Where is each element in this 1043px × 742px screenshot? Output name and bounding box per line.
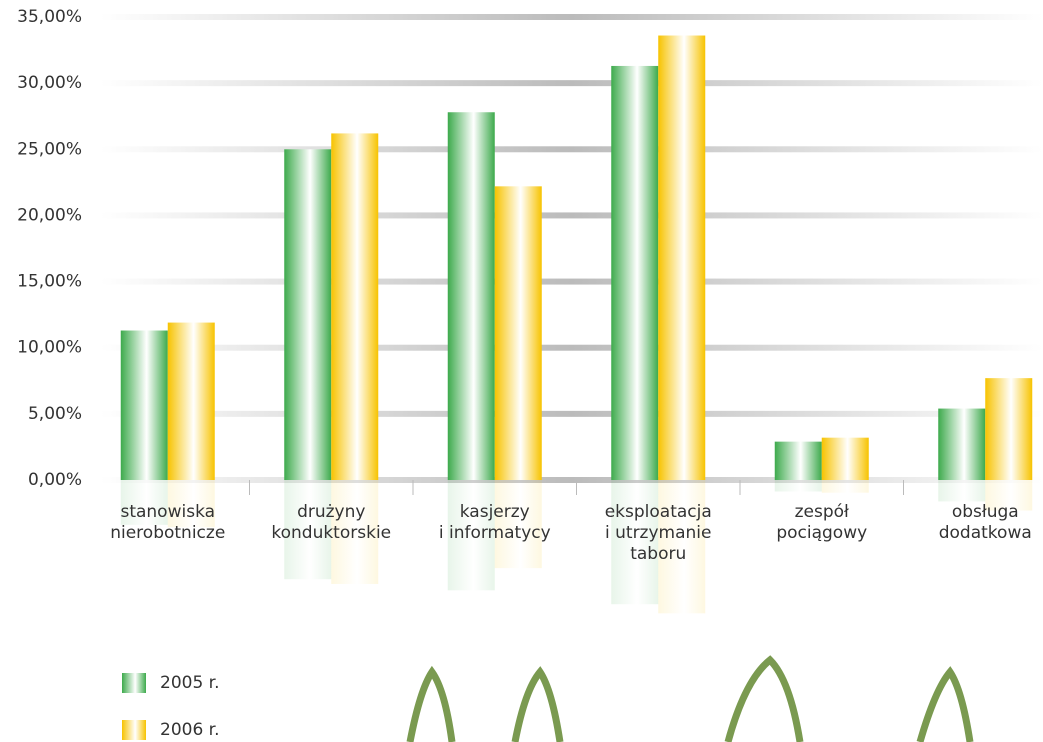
bar-reflection (494, 480, 542, 569)
bar-reflection (167, 480, 215, 528)
x-tick-label: drużyny konduktorskie (271, 502, 392, 543)
bar-reflection (938, 480, 986, 502)
y-tick-label: 5,00% (28, 404, 82, 424)
bar-reflection (774, 480, 822, 492)
legend-label: 2006 r. (160, 720, 220, 740)
bar-reflection (821, 480, 869, 493)
bar (658, 35, 706, 481)
x-tick-label: stanowiska nierobotnicze (110, 502, 226, 543)
x-tick-label: kasjerzy i informatycy (438, 502, 551, 543)
grid-line (100, 80, 1043, 87)
grid-line (100, 146, 1043, 153)
bar (985, 378, 1033, 480)
grid-line (100, 14, 1043, 20)
bar (821, 437, 869, 480)
y-tick-label: 0,00% (28, 470, 82, 490)
y-tick-label: 35,00% (17, 7, 82, 27)
bar (120, 330, 168, 480)
bar (774, 441, 822, 480)
bar-reflection (284, 480, 332, 580)
legend-swatch (122, 673, 146, 693)
bar (167, 322, 215, 480)
bar-reflection (120, 480, 168, 525)
legend-swatch (122, 720, 146, 740)
bar (938, 408, 986, 480)
grid-line (100, 278, 1043, 285)
grid-line (100, 477, 1043, 483)
bar-reflection (447, 480, 495, 591)
y-tick-label: 15,00% (17, 272, 82, 292)
grid-line (100, 410, 1043, 417)
x-tick-label: zespół pociągowy (776, 502, 868, 543)
decor-plants (406, 655, 974, 742)
bar-reflection (611, 480, 659, 605)
bar-reflection (658, 480, 706, 614)
bar-reflection (331, 480, 379, 584)
bar-reflection (985, 480, 1033, 511)
legend-label: 2005 r. (160, 673, 220, 693)
bar (494, 186, 542, 480)
bar (611, 65, 659, 481)
y-tick-label: 10,00% (17, 338, 82, 358)
x-tick-label: obsługa dodatkowa (938, 502, 1032, 543)
grid-line (100, 212, 1043, 219)
bar (284, 149, 332, 481)
bar (447, 112, 495, 480)
bar (331, 133, 379, 480)
y-tick-label: 25,00% (17, 139, 82, 159)
y-tick-label: 30,00% (17, 73, 82, 93)
grid-line (100, 344, 1043, 351)
x-tick-label: eksploatacja i utrzymanie taboru (604, 502, 712, 564)
y-tick-label: 20,00% (17, 205, 82, 225)
